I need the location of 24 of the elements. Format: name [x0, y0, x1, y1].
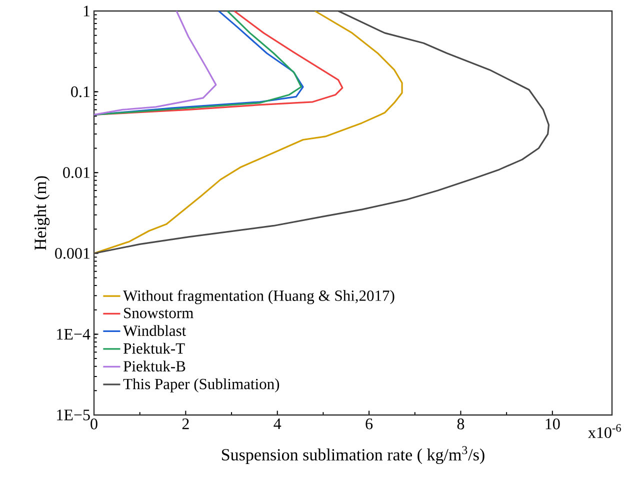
legend-label: Windblast [123, 325, 186, 336]
line-series [94, 11, 403, 254]
y-tick-label: 1E−4 [57, 328, 90, 340]
line-series [94, 11, 217, 116]
y-tick-label: 0.01 [63, 167, 90, 178]
legend-label: Piektuk-B [123, 360, 186, 372]
x-tick-label: 2 [182, 418, 189, 430]
x-axis-title: Suspension sublimation rate ( kg/m$^{3}$/s) [222, 446, 484, 464]
y-tick-label: 1 [84, 6, 90, 16]
y-tick-label: 0.001 [55, 248, 90, 259]
line-series [94, 11, 550, 254]
x-tick-label: 10 [546, 418, 560, 430]
legend-label: Snowstorm [124, 308, 194, 318]
text: x10$^{-6}$ [588, 424, 621, 438]
legend-label: This Paper (Sublimation) [123, 378, 280, 392]
legend-label: Without fragmentation (Huang & Shi,2017) [123, 290, 394, 304]
x-tick-label: 0 [90, 418, 98, 430]
legend-label: Piektuk-T [123, 342, 185, 354]
x-tick-label: 4 [274, 418, 282, 430]
y-tick-label: 1E−5 [57, 410, 90, 420]
x-tick-label: 6 [366, 418, 373, 430]
x-tick-label: 8 [457, 418, 464, 430]
y-tick-label: 0.1 [71, 86, 90, 98]
y-axis-title: Height (m) [34, 176, 50, 250]
